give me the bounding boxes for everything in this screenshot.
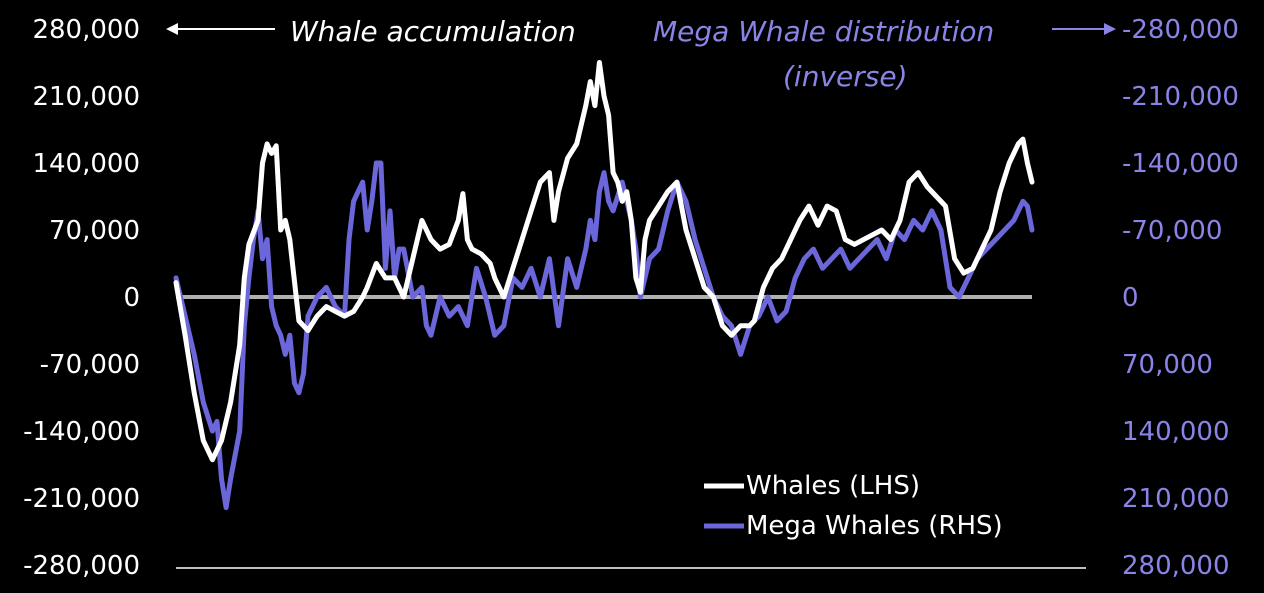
left-tick-label: -70,000 xyxy=(40,350,140,380)
legend: Whales (LHS) Mega Whales (RHS) xyxy=(704,471,1003,541)
left-arrowhead-icon xyxy=(166,23,178,35)
left-tick-label: 280,000 xyxy=(32,15,140,45)
left-tick-label: 210,000 xyxy=(32,82,140,112)
right-tick-label: 140,000 xyxy=(1122,417,1230,447)
right-axis-ticks: -280,000 -210,000 -140,000 -70,000 0 70,000 14… xyxy=(1122,15,1239,581)
left-tick-label: 70,000 xyxy=(49,216,140,246)
left-tick-label: -210,000 xyxy=(23,484,140,514)
left-title-group: Whale accumulation xyxy=(166,15,576,48)
left-title: Whale accumulation xyxy=(290,15,576,48)
right-title-line2: (inverse) xyxy=(783,60,908,93)
legend-label-mega: Mega Whales (RHS) xyxy=(746,511,1003,541)
right-title-line1: Mega Whale distribution xyxy=(653,15,994,48)
right-tick-label: -280,000 xyxy=(1122,15,1239,45)
right-tick-label: -140,000 xyxy=(1122,149,1239,179)
series-layer xyxy=(173,60,1035,511)
right-tick-label: -210,000 xyxy=(1122,82,1239,112)
left-tick-label: 140,000 xyxy=(32,149,140,179)
right-arrowhead-icon xyxy=(1104,23,1116,35)
left-tick-label: 0 xyxy=(123,283,140,313)
right-tick-label: 210,000 xyxy=(1122,484,1230,514)
series-line-mega-whales xyxy=(173,160,1035,511)
right-tick-label: 280,000 xyxy=(1122,551,1230,581)
left-tick-label: -140,000 xyxy=(23,417,140,447)
left-axis-ticks: 280,000 210,000 140,000 70,000 0 -70,000 -140,… xyxy=(23,15,140,581)
left-tick-label: -280,000 xyxy=(23,551,140,581)
right-tick-label: 0 xyxy=(1122,283,1139,313)
right-title-group: Mega Whale distribution (inverse) xyxy=(653,15,1116,93)
right-tick-label: 70,000 xyxy=(1122,350,1213,380)
right-tick-label: -70,000 xyxy=(1122,216,1222,246)
series-line-whales xyxy=(173,60,1035,463)
legend-label-whales: Whales (LHS) xyxy=(746,471,920,501)
